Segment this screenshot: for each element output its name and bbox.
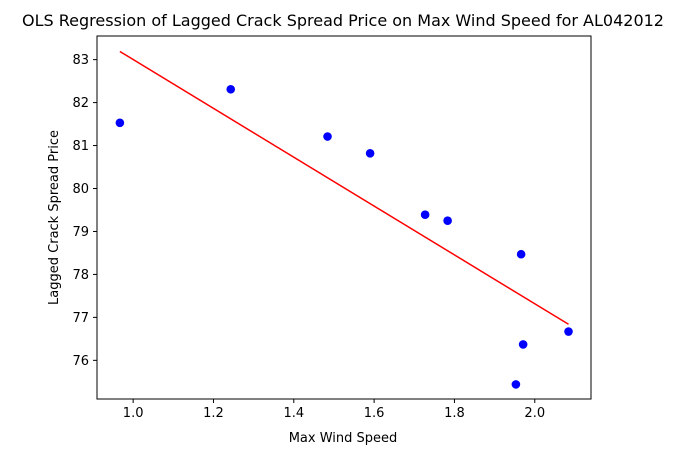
scatter-point xyxy=(226,84,236,94)
y-axis-label: Lagged Crack Spread Price xyxy=(47,130,62,305)
x-tick-label: 1.6 xyxy=(364,406,385,421)
x-tick-label: 1.0 xyxy=(123,406,144,421)
scatter-point xyxy=(443,216,452,226)
x-tick-label: 1.8 xyxy=(444,406,465,421)
scatter-point xyxy=(365,148,375,158)
y-tick-label: 76 xyxy=(72,354,89,369)
scatter-point xyxy=(518,340,528,349)
y-tick-label: 78 xyxy=(72,268,89,283)
chart-title: OLS Regression of Lagged Crack Spread Pr… xyxy=(22,11,664,30)
y-tick-label: 81 xyxy=(72,139,89,154)
x-axis-label: Max Wind Speed xyxy=(289,431,398,446)
y-tick-label: 82 xyxy=(72,96,89,111)
x-tick-label: 2.0 xyxy=(524,406,545,421)
y-axis: 76 77 78 79 80 81 82 83 xyxy=(72,53,97,369)
y-tick-label: 77 xyxy=(72,311,89,326)
plot-frame xyxy=(96,35,592,400)
scatter-point xyxy=(511,380,521,389)
scatter-point xyxy=(420,210,430,220)
x-tick-label: 1.2 xyxy=(203,406,224,421)
y-tick-label: 79 xyxy=(72,225,89,240)
plot-area xyxy=(115,50,573,389)
scatter-point xyxy=(564,327,573,336)
y-tick-label: 83 xyxy=(72,53,89,68)
scatter-point xyxy=(516,249,526,259)
regression-line xyxy=(119,50,569,325)
scatter-point xyxy=(323,132,332,141)
x-tick-label: 1.4 xyxy=(283,406,304,421)
x-axis: 1.0 1.2 1.4 1.6 1.8 2.0 xyxy=(123,399,545,421)
scatter-point xyxy=(115,118,125,128)
y-tick-label: 80 xyxy=(72,182,89,197)
